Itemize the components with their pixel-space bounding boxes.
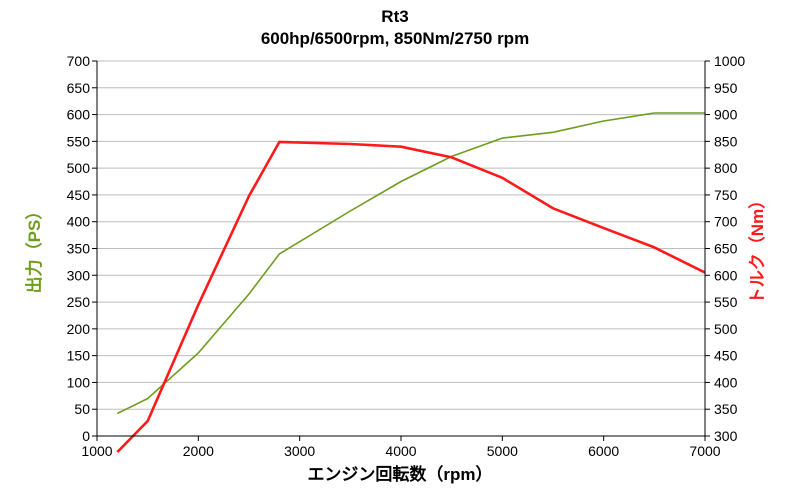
y-left-tick-label: 400 (67, 214, 91, 230)
y-right-tick-label: 750 (714, 187, 738, 203)
tick-labels: 0 50 100 150 200 250 300 350 400 450 500 550 600 650 7… (67, 53, 746, 459)
y-left-tick-label: 250 (67, 294, 91, 310)
x-tick-label: 6000 (588, 443, 619, 459)
y-left-tick-label: 700 (67, 53, 91, 69)
y-left-tick-label: 350 (67, 241, 91, 257)
x-tick-label: 3000 (284, 443, 315, 459)
y-left-tick-label: 100 (67, 374, 91, 390)
torque-line (116, 140, 706, 454)
x-tick-label: 5000 (487, 443, 518, 459)
x-tick-label: 1000 (81, 443, 112, 459)
x-tick-label: 7000 (689, 443, 720, 459)
y-left-tick-label: 150 (67, 348, 91, 364)
chart-subtitle: 600hp/6500rpm, 850Nm/2750 rpm (261, 29, 529, 48)
y-right-tick-label: 900 (714, 107, 738, 123)
y-right-tick-label: 1000 (714, 53, 745, 69)
y-right-tick-label: 550 (714, 294, 738, 310)
x-axis-title: エンジン回転数（rpm） (307, 464, 492, 484)
y-left-tick-label: 200 (67, 321, 91, 337)
y-right-tick-label: 850 (714, 133, 738, 149)
y-right-tick-label: 350 (714, 401, 738, 417)
y-left-tick-label: 300 (67, 267, 91, 283)
y-right-tick-label: 950 (714, 80, 738, 96)
axes (92, 60, 710, 441)
y-left-tick-label: 600 (67, 107, 91, 123)
y-left-tick-label: 500 (67, 160, 91, 176)
y-right-tick-label: 300 (714, 428, 738, 444)
y-left-tick-label: 650 (67, 80, 91, 96)
y-right-tick-label: 450 (714, 348, 738, 364)
series-layer (116, 112, 706, 454)
y-right-tick-label: 700 (714, 214, 738, 230)
y-right-tick-label: 800 (714, 160, 738, 176)
y-left-tick-label: 0 (82, 428, 90, 444)
y-right-tick-label: 650 (714, 241, 738, 257)
y-right-tick-label: 500 (714, 321, 738, 337)
y-right-axis-title: トルク（Nm） (747, 192, 767, 304)
power-line (116, 112, 705, 415)
y-left-tick-label: 550 (67, 133, 91, 149)
gridlines (97, 60, 705, 410)
y-left-tick-label: 450 (67, 187, 91, 203)
chart-title: Rt3 (381, 7, 408, 26)
y-left-axis-title: 出力（PS） (24, 203, 44, 294)
x-tick-label: 2000 (183, 443, 214, 459)
y-right-tick-label: 400 (714, 374, 738, 390)
y-left-tick-label: 50 (74, 401, 90, 417)
x-tick-label: 4000 (385, 443, 416, 459)
y-right-tick-label: 600 (714, 267, 738, 283)
